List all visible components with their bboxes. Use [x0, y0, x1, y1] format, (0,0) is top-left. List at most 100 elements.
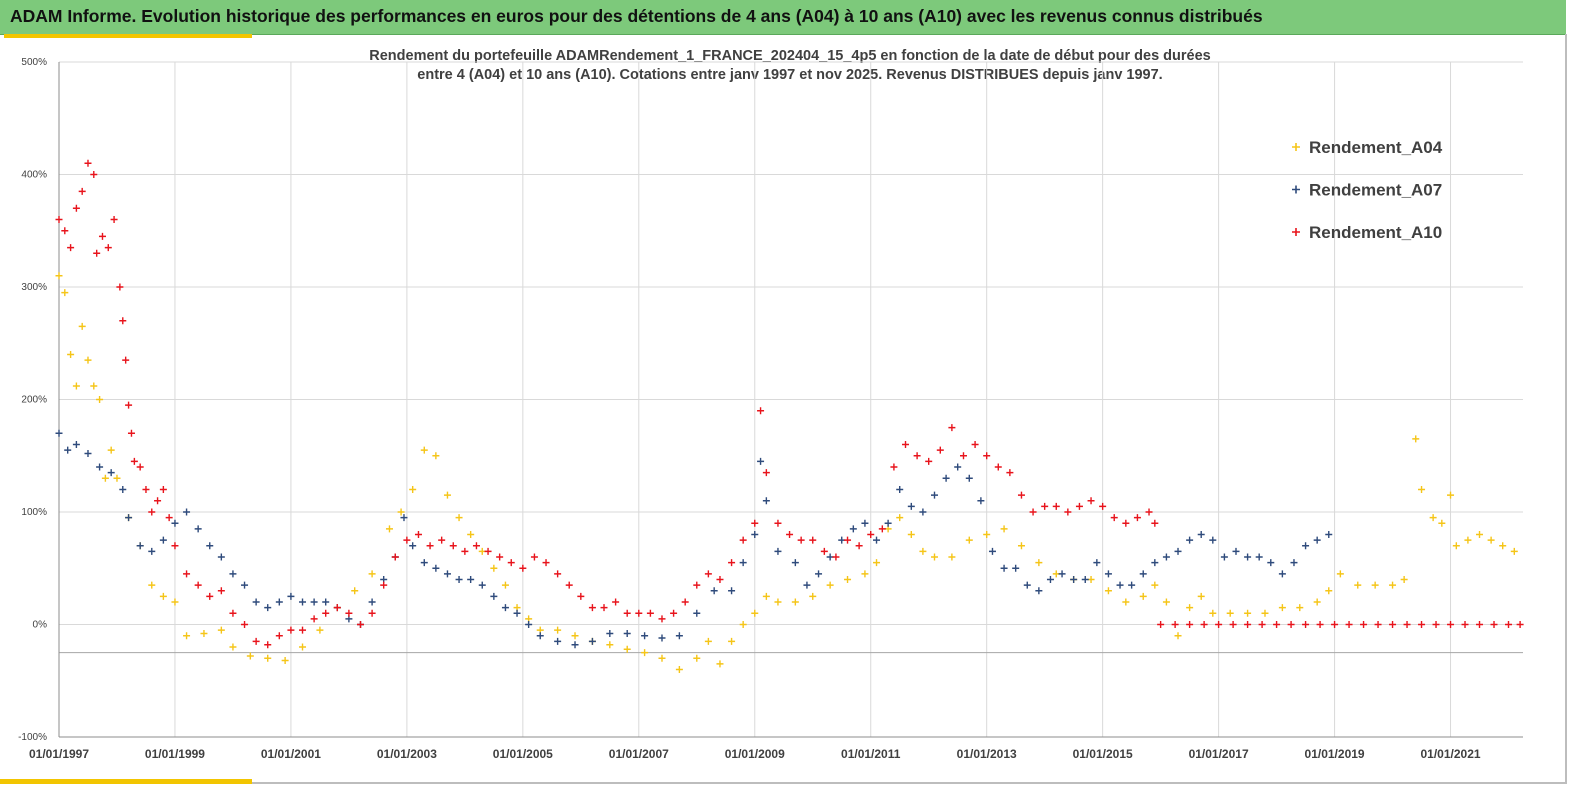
data-point: [90, 171, 98, 178]
data-point: [264, 654, 272, 662]
data-point: [884, 519, 892, 527]
data-point: [78, 322, 86, 330]
data-point: [710, 587, 718, 595]
data-point: [623, 609, 631, 617]
data-point: [1104, 570, 1112, 578]
data-point: [774, 598, 782, 606]
data-point: [513, 609, 521, 617]
data-point: [1499, 542, 1507, 550]
data-point: [1345, 621, 1353, 628]
data-point: [252, 598, 260, 606]
legend-label: Rendement_A04: [1309, 138, 1443, 157]
data-point: [751, 609, 759, 617]
legend-label: Rendement_A10: [1309, 223, 1442, 242]
data-point: [1287, 621, 1295, 628]
data-point: [351, 587, 359, 595]
data-point: [1412, 435, 1420, 443]
accent-bar-bottom: [0, 779, 252, 784]
data-point: [496, 553, 504, 561]
accent-bar-top: [4, 34, 252, 38]
data-point: [275, 598, 283, 606]
data-point: [983, 452, 991, 460]
data-point: [623, 630, 631, 637]
data-point: [959, 452, 967, 460]
data-point: [791, 559, 799, 567]
data-point: [345, 609, 353, 617]
data-point: [965, 474, 973, 482]
data-point: [612, 598, 620, 606]
data-point: [1336, 570, 1344, 578]
data-point: [432, 452, 440, 460]
data-point: [1418, 486, 1426, 493]
data-point: [1278, 570, 1286, 578]
legend: Rendement_A04 Rendement_A07 Rendement_A10: [1292, 138, 1443, 242]
data-point: [217, 626, 225, 634]
data-points: [55, 159, 1524, 673]
y-tick-label: 100%: [21, 507, 47, 518]
data-point: [1017, 542, 1025, 550]
data-point: [449, 542, 457, 550]
data-point: [954, 463, 962, 471]
data-point: [1220, 553, 1228, 561]
data-point: [1403, 621, 1411, 628]
data-point: [658, 634, 666, 642]
data-point: [403, 536, 411, 544]
x-tick-label: 01/01/2019: [1305, 747, 1365, 761]
data-point: [762, 497, 770, 505]
data-point: [333, 604, 341, 612]
data-point: [125, 514, 133, 522]
data-point: [1046, 576, 1054, 583]
data-point: [571, 632, 579, 640]
data-point: [490, 564, 498, 572]
data-point: [380, 581, 388, 589]
data-point: [84, 159, 92, 167]
data-point: [635, 609, 643, 617]
chart-title-line-1: Rendement du portefeuille ADAMRendement_…: [369, 48, 1211, 64]
data-point: [1171, 621, 1179, 628]
data-point: [1023, 581, 1031, 589]
data-point: [1302, 621, 1310, 628]
data-point: [310, 615, 318, 623]
data-point: [1035, 559, 1043, 567]
data-point: [1174, 632, 1182, 640]
data-point: [588, 604, 596, 612]
data-point: [873, 536, 881, 544]
data-point: [861, 570, 869, 578]
y-tick-label: 500%: [21, 57, 47, 68]
data-point: [107, 446, 115, 454]
data-point: [165, 514, 173, 522]
data-point: [299, 598, 307, 606]
data-point: [948, 424, 956, 432]
data-point: [246, 652, 254, 660]
y-tick-label: -100%: [18, 732, 47, 743]
data-point: [368, 609, 376, 617]
data-point: [554, 637, 562, 645]
x-tick-label: 01/01/2013: [957, 747, 1017, 761]
x-tick-label: 01/01/2005: [493, 747, 553, 761]
data-point: [55, 216, 63, 223]
data-point: [751, 519, 759, 527]
data-point: [849, 525, 857, 533]
data-point: [925, 457, 933, 465]
x-tick-label: 01/01/2011: [841, 747, 901, 761]
data-point: [844, 576, 852, 583]
data-point: [1461, 621, 1469, 628]
data-point: [1258, 621, 1266, 628]
data-point: [675, 666, 683, 673]
data-point: [1197, 531, 1205, 538]
data-point: [78, 187, 86, 195]
data-point: [420, 559, 428, 567]
data-point: [623, 645, 631, 653]
data-point: [1354, 581, 1362, 589]
data-point: [931, 553, 939, 561]
data-point: [757, 407, 765, 415]
data-point: [84, 450, 92, 457]
data-point: [1400, 576, 1408, 583]
data-point: [281, 657, 289, 664]
data-point: [241, 621, 249, 628]
data-point: [148, 508, 156, 516]
x-tick-label: 01/01/2021: [1420, 747, 1480, 761]
data-point: [299, 626, 307, 634]
data-point: [113, 474, 121, 482]
